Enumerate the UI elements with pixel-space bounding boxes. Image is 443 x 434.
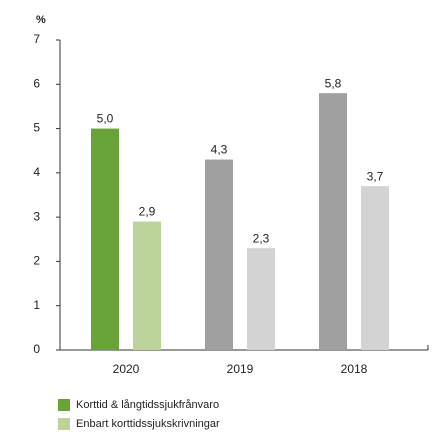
y-tick-label: 0: [33, 342, 40, 356]
data-label: 2,9: [139, 205, 156, 219]
bar: [91, 128, 119, 350]
bar: [133, 221, 161, 350]
bar: [319, 93, 347, 351]
legend-swatch: [58, 399, 70, 411]
y-tick-label: 3: [33, 209, 40, 223]
data-label: 4,3: [211, 143, 228, 157]
bar: [247, 248, 275, 350]
data-label: 5,0: [97, 112, 114, 126]
y-tick-label: 4: [33, 165, 40, 179]
data-label: 5,8: [325, 76, 342, 90]
x-tick-label: 2019: [227, 362, 254, 376]
y-tick-label: 1: [33, 298, 40, 312]
bar: [205, 159, 233, 350]
y-tick-label: 2: [33, 254, 40, 268]
x-tick-label: 2020: [113, 362, 140, 376]
bar: [361, 186, 389, 350]
legend-swatch: [58, 418, 70, 430]
y-axis-label: %: [36, 14, 46, 26]
legend-label: Korttid & långtidssjukfrånvaro: [76, 399, 219, 411]
legend-label: Enbart korttidssjukskrivningar: [76, 418, 220, 430]
x-tick-label: 2018: [341, 362, 368, 376]
y-tick-label: 6: [33, 76, 40, 90]
data-label: 2,3: [253, 231, 270, 245]
data-label: 3,7: [367, 169, 384, 183]
y-tick-label: 7: [33, 32, 40, 46]
y-tick-label: 5: [33, 121, 40, 135]
